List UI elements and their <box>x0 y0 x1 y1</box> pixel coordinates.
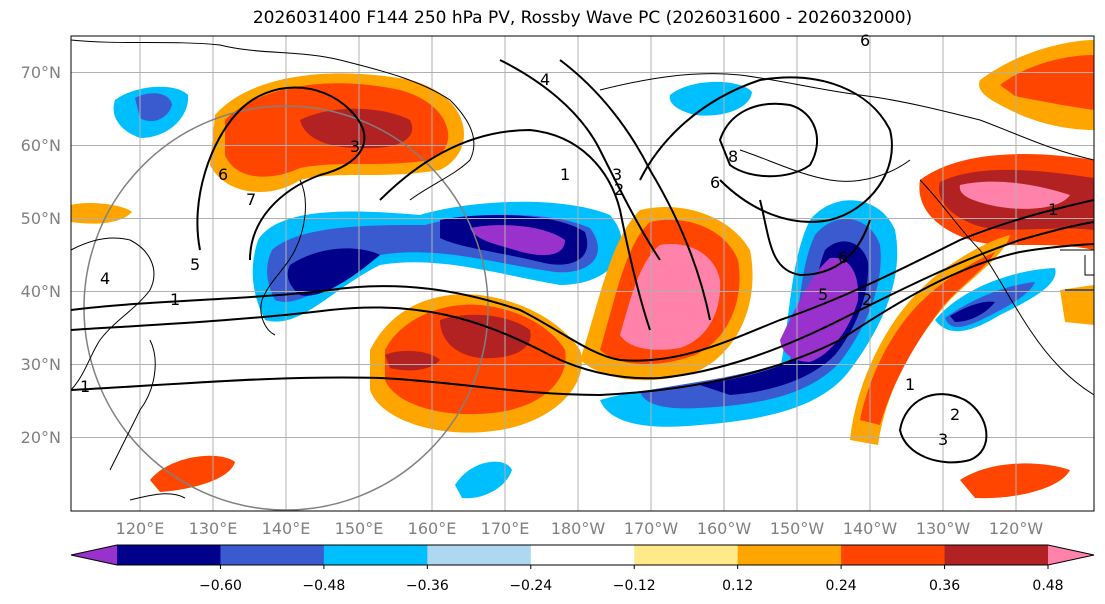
colorbar-swatch <box>841 545 946 565</box>
lon-label: 140°W <box>843 519 898 538</box>
lon-label: 150°W <box>770 519 825 538</box>
contour-label: 5 <box>190 255 200 274</box>
colorbar-tick-label: −0.48 <box>302 578 345 594</box>
lon-label: 160°E <box>408 519 457 538</box>
colorbar-swatch <box>634 545 739 565</box>
colorbar-swatch <box>427 545 532 565</box>
contour-label: 4 <box>540 70 550 89</box>
contour-label: 6 <box>710 173 720 192</box>
contour-label: 1 <box>560 165 570 184</box>
lon-label: 120°W <box>989 519 1044 538</box>
colorbar-tick-label: −0.12 <box>613 578 656 594</box>
colorbar-tick-label: −0.36 <box>406 578 449 594</box>
colorbar-tick-label: 0.24 <box>826 578 857 594</box>
contour-label: 4 <box>100 269 110 288</box>
coastlines <box>71 39 1094 501</box>
contour-label: 2 <box>614 180 624 199</box>
lat-label: 20°N <box>21 428 61 447</box>
colorbar-tick-label: −0.24 <box>509 578 552 594</box>
contour-label: 6 <box>838 248 848 267</box>
contour-label: 1 <box>1048 200 1058 219</box>
contour-labels: 6 4 3 1 3 2 8 6 5 7 6 4 5 6 2 1 1 1 2 3 … <box>80 31 1058 449</box>
lat-label: 70°N <box>21 63 61 82</box>
contour-label: 6 <box>860 31 870 50</box>
contour-label: 8 <box>728 147 738 166</box>
lon-label: 170°E <box>481 519 530 538</box>
colorbar-extend-high <box>1048 545 1094 565</box>
colorbar-outline <box>70 544 1095 566</box>
contour-label: 3 <box>938 430 948 449</box>
contour-label: 2 <box>862 290 872 309</box>
colorbar-swatch <box>323 545 428 565</box>
latitude-labels: 70°N 60°N 50°N 40°N 30°N 20°N <box>21 63 61 447</box>
graticule <box>71 36 1094 511</box>
contour-label: 3 <box>350 137 360 156</box>
colorbar-swatch <box>220 545 325 565</box>
colorbar-tick-label: 0.36 <box>929 578 960 594</box>
lon-label: 130°E <box>189 519 238 538</box>
lon-label: 150°E <box>335 519 384 538</box>
contour-label: 6 <box>218 165 228 184</box>
contour-label: 1 <box>905 375 915 394</box>
lon-label: 130°W <box>916 519 971 538</box>
colorbar: −0.60 −0.48 −0.36 −0.24 −0.12 0.12 0.24 0.36 0.4… <box>70 544 1095 594</box>
colorbar-swatch <box>944 545 1049 565</box>
colorbar-tick-label: 0.48 <box>1032 578 1063 594</box>
lat-label: 60°N <box>21 136 61 155</box>
colorbar-swatch <box>530 545 635 565</box>
contour-label: 2 <box>950 405 960 424</box>
pv-anomaly-fills <box>71 40 1094 499</box>
lon-label: 120°E <box>116 519 165 538</box>
contour-label: 1 <box>170 290 180 309</box>
map-title: 2026031400 F144 250 hPa PV, Rossby Wave … <box>252 8 913 28</box>
contour-label: 7 <box>246 190 256 209</box>
pv-contours <box>71 59 1094 464</box>
lat-label: 40°N <box>21 282 61 301</box>
colorbar-swatch <box>117 545 221 565</box>
colorbar-tick-label: 0.12 <box>722 578 753 594</box>
lon-label: 160°W <box>697 519 752 538</box>
longitude-labels: 120°E 130°E 140°E 150°E 160°E 170°E 180°… <box>116 519 1044 538</box>
lon-label: 180°W <box>551 519 606 538</box>
lon-label: 170°W <box>624 519 679 538</box>
contour-label: 1 <box>80 377 90 396</box>
colorbar-swatch <box>737 545 842 565</box>
contour-label: 3 <box>612 165 622 184</box>
colorbar-extend-low <box>71 545 117 565</box>
colorbar-tick-label: −0.60 <box>199 578 242 594</box>
map-border <box>70 35 1095 512</box>
lon-label: 140°E <box>262 519 311 538</box>
contour-label: 5 <box>818 285 828 304</box>
lat-label: 30°N <box>21 355 61 374</box>
lat-label: 50°N <box>21 209 61 228</box>
